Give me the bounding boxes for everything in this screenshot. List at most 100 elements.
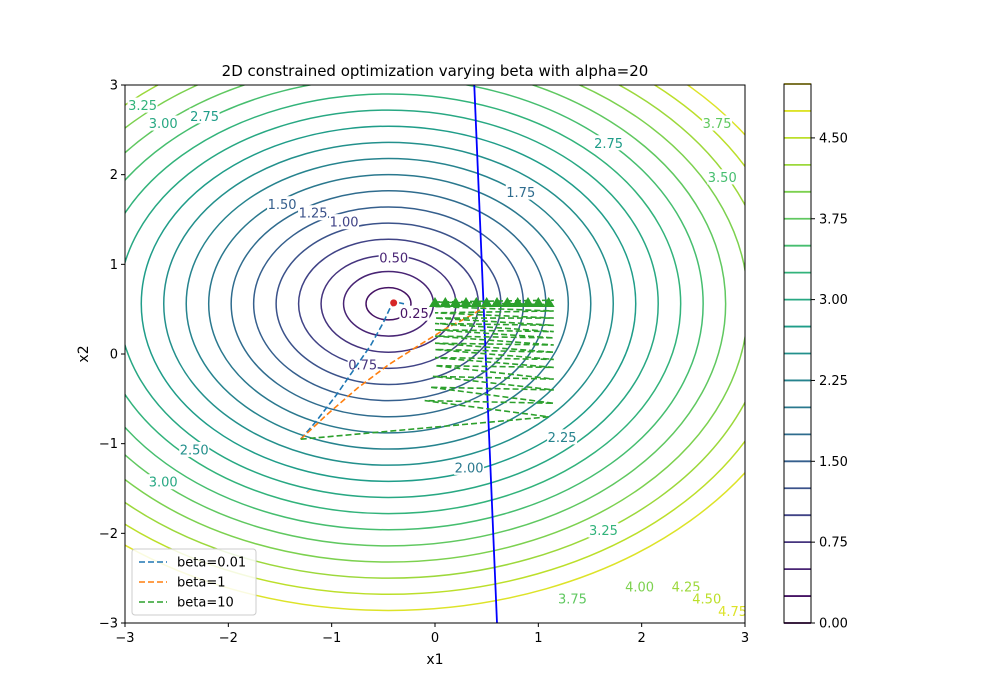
contour-label: 3.75 (558, 592, 587, 607)
y-tick-label: 3 (110, 79, 118, 94)
contour-label-bg (547, 429, 578, 445)
contour-label-bg (189, 108, 220, 124)
beta10-marker (470, 296, 483, 307)
contour-level-18 (125, 85, 745, 612)
contour-label-bg (588, 522, 619, 538)
contour-label: 2.00 (455, 461, 484, 476)
x-axis-ticks: −3 −2 −1 0 1 2 3 (115, 623, 749, 646)
y-tick-label: 2 (110, 168, 118, 183)
contour-level-8 (185, 157, 592, 450)
contour-label-bg (691, 590, 722, 606)
x-tick-label: 3 (741, 631, 749, 646)
contour-label-bg (179, 441, 210, 457)
beta10-marker (460, 296, 472, 307)
x-tick-label: −2 (219, 631, 238, 646)
contour-label: 2.50 (180, 443, 209, 458)
beta10-marker (429, 296, 441, 307)
markers (390, 296, 555, 307)
beta10-marker (491, 296, 503, 307)
contour-label-bg (378, 250, 409, 266)
contour-label-bg (267, 196, 298, 212)
beta10-marker (542, 296, 555, 307)
contour-labels: 0.25 0.50 0.75 1.001.251.50 1.75 2.00 2.25 2.50… (127, 97, 747, 620)
y-tick-label: −3 (99, 617, 118, 632)
colorbar-tick-label: 0.00 (819, 617, 848, 632)
contour-label-bg (557, 590, 588, 606)
contour-level-17 (125, 85, 745, 595)
contour-level-10 (140, 125, 637, 483)
contour-label: 4.00 (625, 581, 654, 596)
contour-label: 0.50 (379, 252, 408, 267)
contour-label-bg (671, 579, 702, 595)
x-tick-label: −3 (115, 631, 134, 646)
y-tick-label: −1 (99, 437, 118, 452)
beta10-marker (532, 296, 545, 307)
contour-label: 2.75 (594, 137, 623, 152)
contour-label: 1.50 (268, 198, 297, 213)
contour-label-bg (399, 305, 430, 321)
contour-level-1 (342, 270, 435, 337)
contour-level-16 (125, 85, 745, 579)
series-line-beta-10 (300, 299, 554, 440)
contour-level-14 (125, 85, 727, 547)
beta10-marker (501, 296, 514, 307)
contour-label-bg (505, 184, 536, 200)
contour-label-bg (707, 169, 738, 185)
x-tick-label: −1 (322, 631, 341, 646)
contour-level-7 (207, 173, 570, 434)
contour-label-bg (127, 97, 158, 113)
contour-level-0 (365, 286, 412, 321)
contour-label-bg (454, 459, 485, 475)
beta10-marker (522, 296, 534, 307)
contour-level-13 (125, 85, 704, 531)
colorbar-tick-label: 3.00 (819, 293, 848, 308)
y-tick-label: 0 (110, 348, 118, 363)
colorbar-tick-label: 2.25 (819, 374, 848, 389)
contour-label: 3.00 (149, 117, 178, 132)
y-tick-label: 1 (110, 258, 118, 273)
contour-label-bg (148, 474, 179, 490)
contour-label: 3.25 (589, 524, 618, 539)
contour-label: 2.25 (548, 431, 577, 446)
colorbar-frame (783, 83, 812, 624)
colorbar-tick-label: 3.75 (819, 212, 848, 227)
plot-frame (124, 84, 746, 624)
contour-label-bg (148, 115, 179, 131)
contour-level-9 (163, 141, 614, 466)
contour-label: 1.25 (299, 207, 328, 222)
contour-label: 3.25 (128, 99, 157, 114)
contour-label-bg (702, 115, 733, 131)
beta10-marker (439, 296, 452, 307)
contour-label: 3.75 (703, 117, 732, 132)
contour-label-bg (717, 603, 745, 619)
colorbar-tick-label: 0.75 (819, 536, 848, 551)
beta10-marker (511, 296, 524, 307)
contour-label-bg (624, 579, 655, 595)
chart-title: 2D constrained optimization varying beta… (222, 62, 649, 80)
contour-label-bg (298, 205, 329, 221)
legend-entry: beta=1 (177, 576, 225, 591)
contour-label-bg (593, 135, 624, 151)
contour-level-15 (125, 85, 745, 563)
contour-label: 0.25 (400, 307, 429, 322)
contour-label: 4.75 (718, 605, 747, 620)
beta10-marker (480, 296, 493, 307)
x-tick-label: 1 (534, 631, 542, 646)
y-axis-ticks: −3 −2 −1 0 1 2 3 (99, 79, 125, 632)
series-line-beta-1 (300, 304, 488, 440)
legend-box (131, 548, 257, 616)
y-axis-label: x2 (76, 345, 92, 362)
contour-label: 1.00 (330, 216, 359, 231)
legend-entry: beta=0.01 (177, 556, 246, 571)
x-axis-label: x1 (426, 652, 443, 668)
contour-label: 1.75 (506, 186, 535, 201)
contour-label: 2.75 (190, 110, 219, 125)
x-tick-label: 0 (431, 631, 439, 646)
contour-level-12 (125, 93, 682, 515)
optimum-marker (390, 299, 398, 307)
contour-label: 3.50 (708, 171, 737, 186)
contour-level-11 (125, 109, 659, 499)
legend-entry: beta=10 (177, 596, 234, 611)
contour-label: 3.00 (149, 476, 178, 491)
